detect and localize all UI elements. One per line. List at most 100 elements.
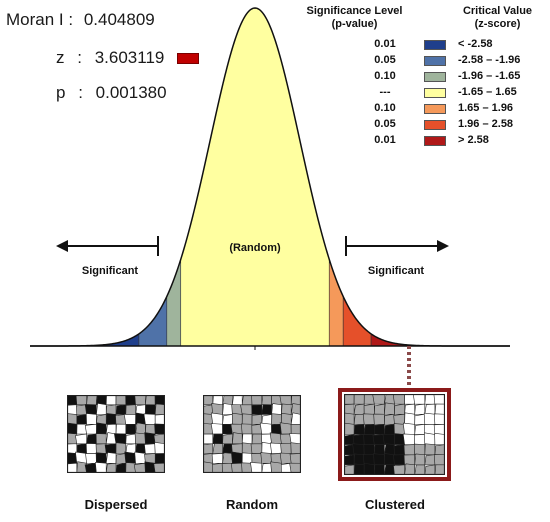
map-cell — [404, 394, 415, 405]
p-row: p : 0.001380 — [56, 83, 167, 102]
map-cell — [67, 395, 78, 406]
map-cell — [75, 395, 87, 406]
map-cell — [232, 395, 243, 406]
curve-layer — [30, 7, 510, 350]
map-cell — [67, 452, 78, 464]
map-cell — [353, 424, 365, 435]
map-cell — [384, 464, 395, 475]
legend-z-range: -2.58 – -1.96 — [458, 54, 521, 66]
map-cell — [95, 433, 107, 445]
map-cell — [373, 444, 385, 456]
map-cell — [363, 444, 375, 456]
map-cell — [344, 464, 355, 475]
map-cell — [363, 434, 375, 445]
map-cell — [67, 422, 78, 435]
map-cell — [424, 394, 436, 405]
map-cell — [289, 462, 301, 473]
map-cell — [240, 404, 253, 415]
map-cell — [352, 434, 365, 445]
map-cell — [261, 441, 272, 454]
legend-color-swatch — [424, 136, 446, 146]
map-cell — [76, 461, 87, 473]
legend-row: --- -1.65 – 1.65 — [0, 86, 550, 100]
legend-p-value: 0.05 — [374, 54, 396, 66]
map-cell — [424, 443, 436, 456]
map-cell — [212, 443, 223, 454]
z-row: z : 3.603119 — [56, 48, 200, 68]
map-cell — [144, 443, 156, 454]
map-cell — [404, 412, 415, 425]
map-cell — [352, 443, 365, 456]
map-cell — [144, 432, 156, 445]
map-cell — [84, 462, 97, 473]
clustered-map — [344, 394, 445, 475]
map-cell — [290, 403, 301, 415]
map-cell — [261, 414, 272, 425]
map-cell — [135, 443, 146, 454]
legend-p-header: Significance Level (p-value) — [292, 5, 417, 31]
map-cell — [154, 403, 165, 415]
map-cell — [241, 423, 253, 435]
map-cell — [76, 443, 87, 454]
map-cell — [344, 403, 355, 415]
map-cell — [125, 404, 136, 415]
legend-z-header-line1: Critical Value — [462, 5, 533, 17]
map-cell — [373, 403, 385, 415]
legend-color-swatch — [424, 72, 446, 82]
map-cell — [210, 423, 223, 435]
legend-z-range: 1.65 – 1.96 — [458, 102, 514, 114]
map-cell — [250, 443, 263, 454]
legend-color-swatch — [424, 88, 446, 98]
legend-row: 0.05 -2.58 – -1.96 — [0, 54, 550, 68]
map-cell — [203, 443, 214, 454]
map-cell — [86, 395, 97, 406]
map-cell — [434, 464, 445, 475]
map-cell — [85, 453, 97, 464]
map-cell — [115, 404, 127, 415]
map-cell — [95, 452, 107, 464]
map-cell — [134, 395, 146, 406]
map-cell — [221, 462, 233, 473]
legend-p-value: 0.01 — [374, 134, 396, 146]
map-cell — [414, 413, 426, 425]
map-cell — [434, 444, 445, 456]
map-cell — [362, 413, 375, 425]
legend-row: 0.01 < -2.58 — [0, 38, 550, 52]
legend-color-swatch — [424, 56, 446, 66]
map-cell — [241, 395, 253, 406]
map-cell — [125, 462, 136, 473]
map-cell — [115, 462, 127, 473]
map-cell — [222, 443, 233, 454]
map-cell — [115, 423, 127, 435]
map-cell — [363, 403, 375, 415]
map-cell — [261, 462, 272, 473]
map-cell — [145, 423, 156, 435]
map-cell — [241, 413, 253, 425]
map-cell — [373, 464, 385, 475]
p-label: p — [56, 83, 66, 102]
map-cell — [115, 442, 127, 454]
map-cell — [393, 423, 405, 435]
map-cell — [210, 412, 223, 425]
map-cell — [86, 433, 97, 445]
map-cell — [96, 402, 107, 415]
map-cell — [373, 413, 385, 425]
map-cell — [392, 454, 405, 466]
map-cell — [372, 394, 385, 405]
map-cell — [289, 433, 301, 445]
map-cell — [250, 462, 263, 473]
left-significant-label: Significant — [82, 265, 139, 277]
map-cell — [241, 462, 253, 473]
map-cell — [363, 424, 375, 435]
map-cell — [353, 403, 365, 415]
map-cell — [280, 443, 292, 454]
map-cell — [393, 464, 405, 475]
statistics-panel: Moran I : 0.404809 z : 3.603119 p : 0.00… — [6, 10, 206, 110]
map-cell — [241, 452, 253, 464]
map-cell — [154, 414, 165, 425]
map-cell — [232, 432, 243, 445]
legend-color-swatch — [424, 40, 446, 50]
map-cell — [154, 453, 165, 464]
map-cell — [125, 433, 136, 445]
map-cell — [269, 432, 282, 445]
